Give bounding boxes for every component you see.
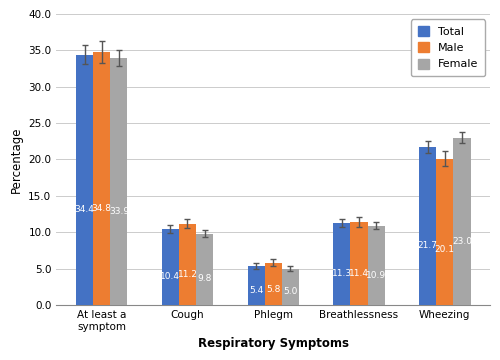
X-axis label: Respiratory Symptoms: Respiratory Symptoms (198, 337, 349, 350)
Text: 10.4: 10.4 (160, 272, 180, 281)
Bar (248, 266, 264, 305)
Bar (196, 234, 213, 305)
Y-axis label: Percentage: Percentage (10, 126, 22, 193)
Text: 34.8: 34.8 (92, 204, 112, 213)
Text: 11.2: 11.2 (178, 270, 198, 279)
Bar (162, 229, 179, 305)
Bar (282, 269, 299, 305)
Text: 21.7: 21.7 (418, 241, 438, 250)
Text: 33.9: 33.9 (109, 207, 129, 216)
Bar (264, 263, 282, 305)
Bar (419, 147, 436, 305)
Bar (93, 51, 110, 305)
Text: 9.8: 9.8 (198, 274, 212, 283)
Text: 11.4: 11.4 (349, 269, 369, 278)
Bar (76, 54, 93, 305)
Text: 10.9: 10.9 (366, 271, 386, 280)
Legend: Total, Male, Female: Total, Male, Female (411, 19, 484, 76)
Text: 34.4: 34.4 (74, 206, 94, 215)
Bar (454, 138, 470, 305)
Text: 11.3: 11.3 (332, 270, 352, 279)
Text: 5.0: 5.0 (283, 287, 298, 296)
Text: 20.1: 20.1 (435, 245, 455, 254)
Bar (368, 226, 385, 305)
Text: 5.4: 5.4 (249, 286, 263, 295)
Bar (334, 223, 350, 305)
Bar (110, 58, 128, 305)
Bar (350, 222, 368, 305)
Bar (436, 159, 454, 305)
Text: 23.0: 23.0 (452, 237, 472, 246)
Bar (179, 224, 196, 305)
Text: 5.8: 5.8 (266, 285, 280, 294)
